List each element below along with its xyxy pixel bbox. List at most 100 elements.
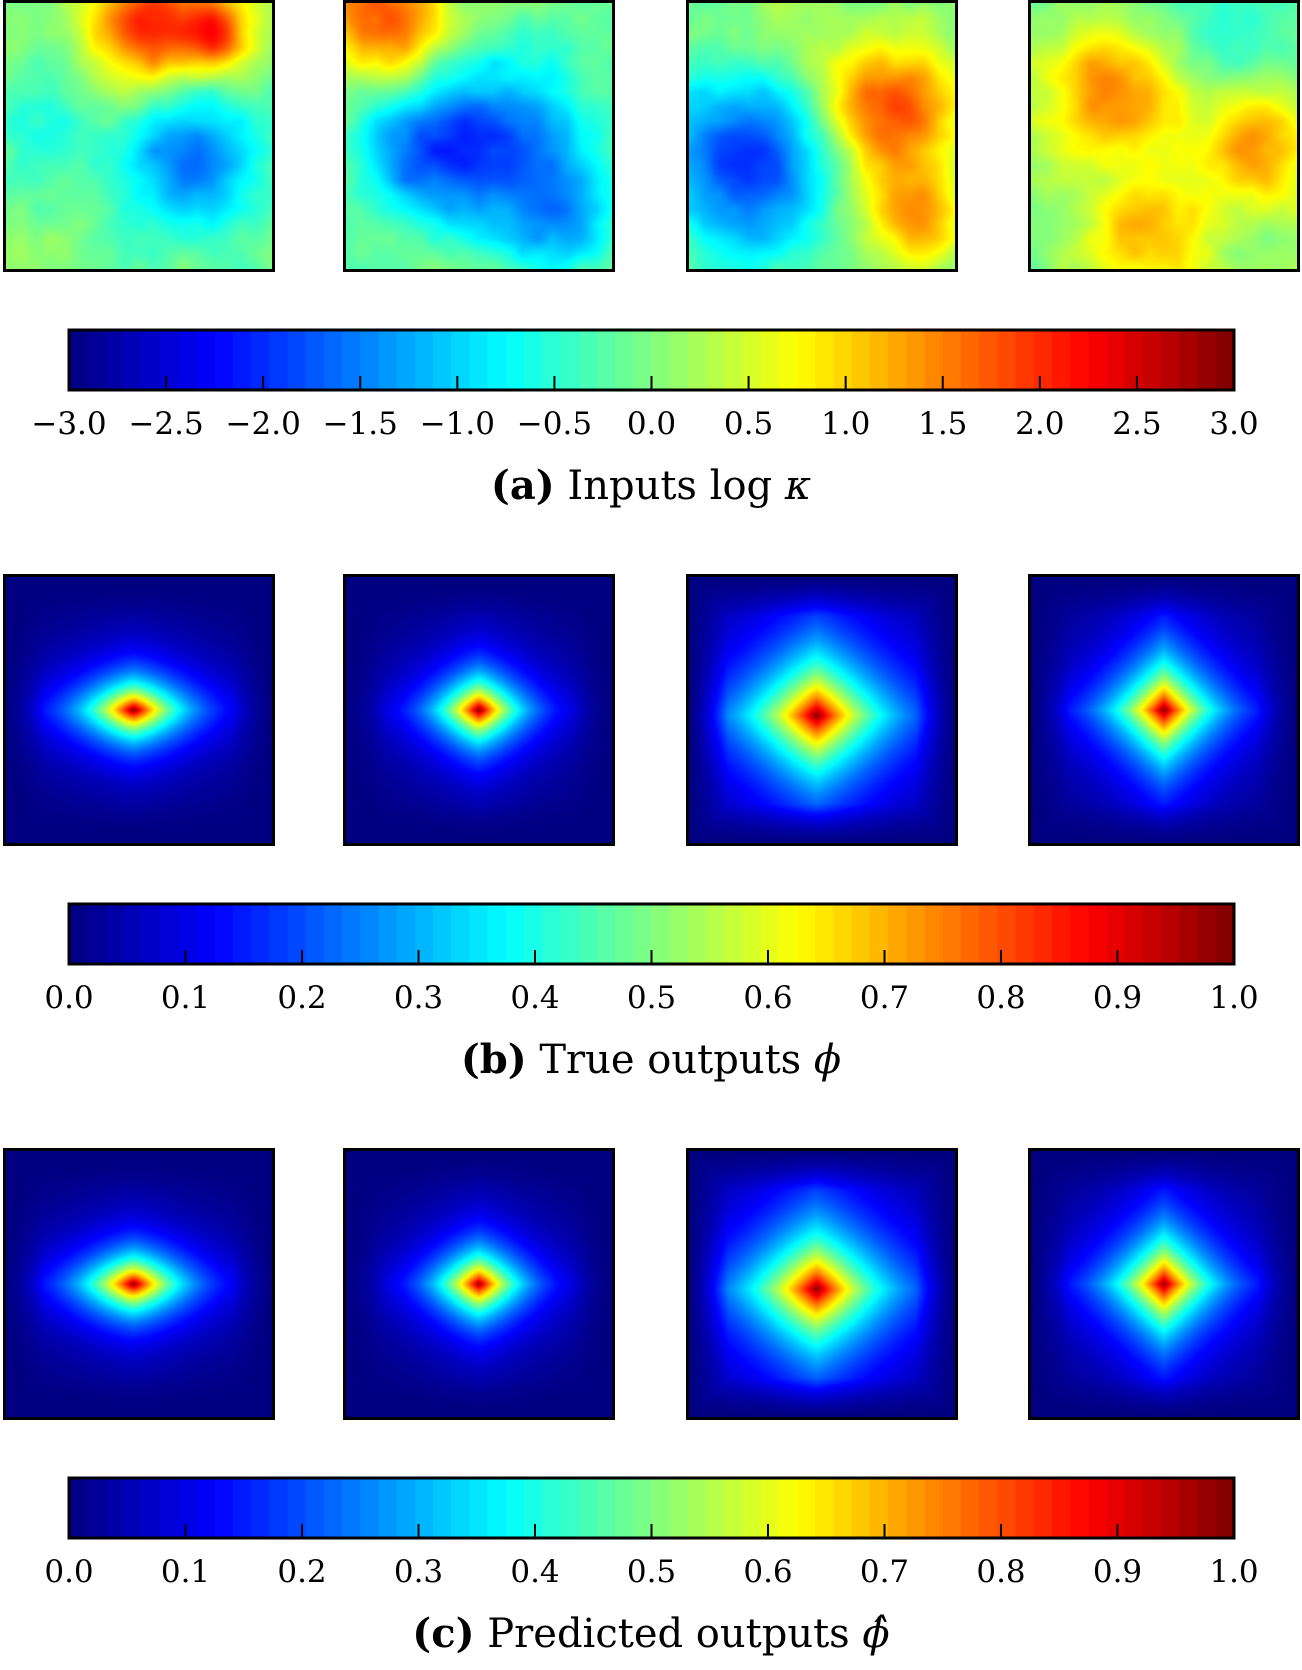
- colorbar-segment: [797, 330, 816, 390]
- colorbar-segment: [378, 1478, 398, 1538]
- colorbar-segment: [1051, 904, 1071, 964]
- true-heatmap-1: [6, 577, 272, 843]
- colorbar-tick-label: 1.0: [1209, 1554, 1258, 1586]
- colorbar-segment: [396, 904, 416, 964]
- colorbar-segment: [433, 1478, 452, 1538]
- colorbar-segment: [342, 330, 361, 390]
- colorbar-segment: [269, 330, 289, 390]
- colorbar-segment: [997, 330, 1017, 390]
- caption-a-text: Inputs log: [567, 463, 773, 509]
- colorbar-tick-label: 0.6: [743, 980, 792, 1012]
- colorbar-segment: [451, 904, 471, 964]
- colorbar-segment: [360, 330, 380, 390]
- colorbar-segment: [1088, 904, 1108, 964]
- colorbar-segment: [1088, 330, 1108, 390]
- colorbar-segment: [396, 330, 416, 390]
- colorbar-segment: [232, 1478, 252, 1538]
- pred-panel-2: [343, 1148, 615, 1420]
- colorbar-segment: [396, 1478, 416, 1538]
- colorbar-segment: [687, 1478, 707, 1538]
- colorbar-segment: [305, 1478, 325, 1538]
- colorbar-segment: [214, 1478, 234, 1538]
- colorbar-tick-label: 0.9: [1093, 980, 1142, 1012]
- input-panels-row: [0, 0, 1302, 278]
- colorbar-segment: [1161, 330, 1180, 390]
- true-panel-1: [3, 574, 275, 846]
- colorbar-segment: [760, 1478, 780, 1538]
- colorbar-segment: [1142, 1478, 1162, 1538]
- colorbar-segment: [1106, 330, 1126, 390]
- colorbar-segment: [160, 904, 179, 964]
- colorbar-segment: [615, 904, 634, 964]
- colorbar-segment: [360, 904, 380, 964]
- colorbar-segment: [196, 330, 216, 390]
- colorbar-segment: [687, 330, 707, 390]
- colorbar-tick-label: 0.4: [510, 980, 559, 1012]
- colorbar-segment: [960, 904, 980, 964]
- colorbar-segment: [778, 330, 798, 390]
- colorbar-tick-label: 0.6: [743, 1554, 792, 1586]
- true-panel-3: [686, 574, 958, 846]
- colorbar-segment: [906, 904, 926, 964]
- true-heatmap-2: [346, 577, 612, 843]
- colorbar-segment: [979, 904, 998, 964]
- colorbar-tick-label: 2.0: [1015, 406, 1064, 438]
- colorbar-segment: [1124, 330, 1144, 390]
- colorbar-tick-label: −0.5: [517, 406, 592, 438]
- colorbar-segment: [1197, 330, 1217, 390]
- colorbar-segment: [1051, 1478, 1071, 1538]
- colorbar-segment: [342, 904, 361, 964]
- caption-b: (b) True outputs ϕ: [0, 1036, 1302, 1083]
- colorbar-segment: [578, 330, 598, 390]
- colorbar-segment: [960, 330, 980, 390]
- colorbar-tick-label: 0.2: [277, 1554, 326, 1586]
- true-panel-2: [343, 574, 615, 846]
- colorbar-segment: [815, 904, 835, 964]
- colorbar-segment: [778, 1478, 798, 1538]
- colorbar-segment: [1070, 904, 1089, 964]
- caption-a-letter: (a): [490, 462, 555, 509]
- colorbar-segment: [433, 330, 452, 390]
- section-true-outputs: 0.0 0.1 0.2 0.3 0.4 0.5 0.6 0.7 0.8 0.9 1.0 (b) Tr…: [0, 574, 1302, 1094]
- colorbar-segment: [524, 1478, 543, 1538]
- colorbar-segment: [706, 330, 725, 390]
- colorbar-segment: [505, 330, 525, 390]
- caption-b-letter: (b): [460, 1036, 527, 1083]
- colorbar-segment: [1106, 1478, 1126, 1538]
- colorbar-tick-label: 1.0: [1209, 980, 1258, 1012]
- caption-b-symbol: ϕ: [813, 1037, 842, 1083]
- colorbar-segment: [1033, 1478, 1053, 1538]
- caption-a-symbol: κ: [784, 463, 812, 509]
- colorbar-segment: [869, 330, 889, 390]
- pred-panel-4: [1028, 1148, 1300, 1420]
- input-colorbar-svg: −3.0 −2.5 −2.0 −1.5 −1.0 −0.5 0.0 0.5 1.0 1.5 2.0 2…: [31, 328, 1259, 438]
- colorbar-segment: [724, 1478, 744, 1538]
- colorbar-segment: [578, 1478, 598, 1538]
- colorbar-segment: [706, 1478, 725, 1538]
- colorbar-segment: [760, 330, 780, 390]
- colorbar-segment: [924, 1478, 944, 1538]
- colorbar-segment: [669, 1478, 689, 1538]
- colorbar-segment: [578, 904, 598, 964]
- colorbar-segment: [1070, 330, 1089, 390]
- caption-c-symbol: ϕ̂: [862, 1611, 890, 1657]
- colorbar-segment: [251, 1478, 270, 1538]
- colorbar-segment: [596, 1478, 616, 1538]
- colorbar-segment: [724, 330, 744, 390]
- pred-panel-1: [3, 1148, 275, 1420]
- colorbar-segment: [997, 904, 1017, 964]
- colorbar-segment: [87, 904, 106, 964]
- colorbar-segment: [596, 330, 616, 390]
- colorbar-segment: [269, 1478, 289, 1538]
- colorbar-segment: [851, 904, 871, 964]
- colorbar-segment: [542, 1478, 562, 1538]
- colorbar-segment: [287, 330, 307, 390]
- colorbar-segment: [888, 1478, 907, 1538]
- colorbar-segment: [505, 904, 525, 964]
- colorbar-segment: [287, 904, 307, 964]
- input-panel-1: [3, 0, 275, 272]
- colorbar-segment: [487, 330, 507, 390]
- colorbar-tick-label: 0.0: [627, 406, 676, 438]
- colorbar-segment: [305, 330, 325, 390]
- colorbar-segment: [196, 904, 216, 964]
